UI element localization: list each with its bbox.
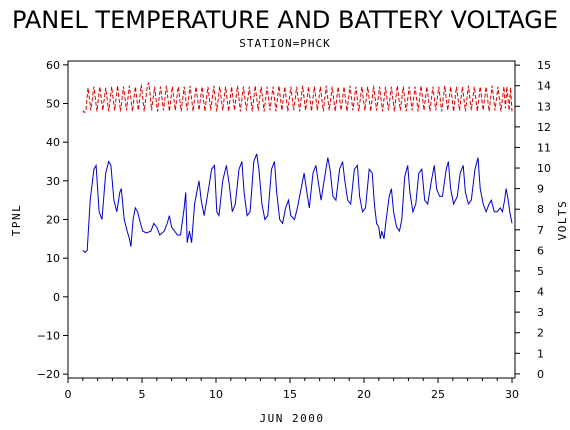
right-y-tick-label: 14 xyxy=(537,80,551,93)
right-y-tick-label: 12 xyxy=(537,121,551,134)
x-tick-label: 15 xyxy=(283,388,297,401)
left-y-tick-label: 30 xyxy=(46,175,60,188)
right-y-tick-label: 0 xyxy=(537,368,544,381)
right-y-tick-label: 15 xyxy=(537,59,551,72)
left-y-tick-label: 20 xyxy=(46,214,60,227)
x-tick-label: 30 xyxy=(505,388,519,401)
right-y-tick-label: 6 xyxy=(537,244,544,257)
x-axis: 0 5 10 15 20 25 30 xyxy=(65,378,519,401)
x-tick-label: 0 xyxy=(65,388,72,401)
right-y-tick-label: 5 xyxy=(537,265,544,278)
left-y-tick-label: 0 xyxy=(53,291,60,304)
right-y-tick-label: 1 xyxy=(537,347,544,360)
x-tick-label: 25 xyxy=(431,388,445,401)
chart-title: PANEL TEMPERATURE AND BATTERY VOLTAGE xyxy=(12,6,558,34)
left-y-tick-label: −20 xyxy=(37,368,60,381)
x-axis-label: JUN 2000 xyxy=(260,412,325,425)
chart-subtitle: STATION=PHCK xyxy=(239,37,330,50)
left-y-tick-label: 40 xyxy=(46,136,60,149)
right-y-tick-label: 8 xyxy=(537,203,544,216)
left-y-tick-label: 10 xyxy=(46,252,60,265)
right-y-tick-label: 13 xyxy=(537,100,551,113)
left-y-axis: −20 −10 0 10 20 30 40 50 60 xyxy=(37,59,68,381)
left-y-tick-label: 50 xyxy=(46,98,60,111)
x-tick-label: 20 xyxy=(357,388,371,401)
battery-voltage-line xyxy=(82,82,513,114)
right-y-tick-label: 11 xyxy=(537,141,551,154)
right-y-tick-label: 7 xyxy=(537,224,544,237)
left-y-axis-label: TPNL xyxy=(10,204,23,237)
left-y-tick-label: 60 xyxy=(46,59,60,72)
right-y-tick-label: 3 xyxy=(537,306,544,319)
right-y-tick-label: 2 xyxy=(537,327,544,340)
right-y-tick-label: 10 xyxy=(537,162,551,175)
x-tick-label: 5 xyxy=(139,388,146,401)
right-y-axis-label: VOLTS xyxy=(556,200,569,241)
series-group xyxy=(82,82,513,254)
right-y-tick-label: 4 xyxy=(537,286,544,299)
panel-temperature-line xyxy=(82,153,513,254)
left-y-tick-label: −10 xyxy=(37,329,60,342)
x-tick-label: 10 xyxy=(209,388,223,401)
right-y-tick-label: 9 xyxy=(537,183,544,196)
